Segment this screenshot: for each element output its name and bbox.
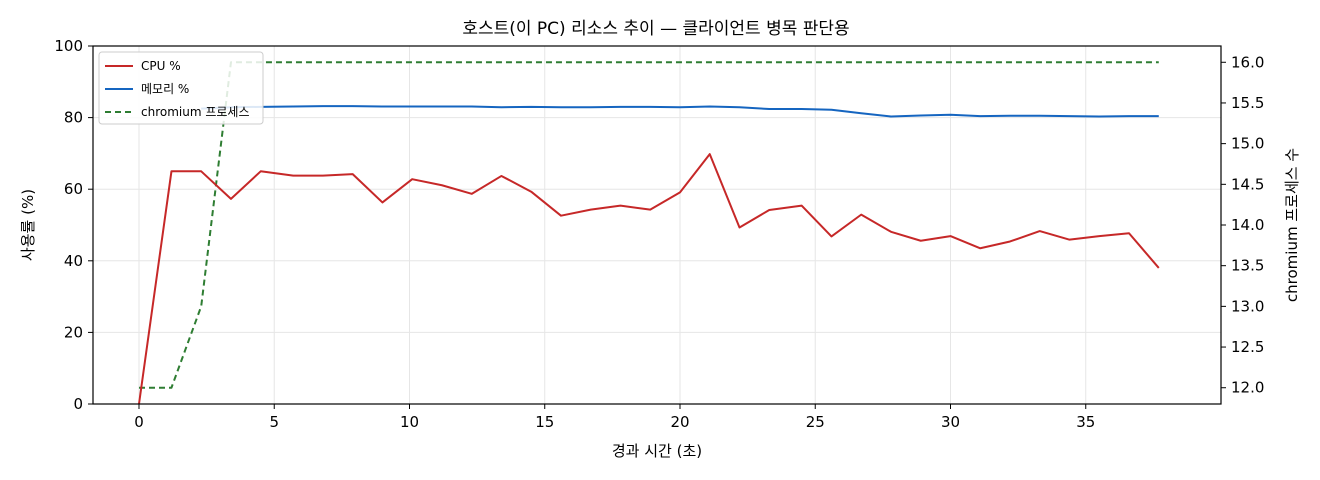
legend-label-1: 메모리 % [141, 82, 189, 96]
legend: CPU % 메모리 % chromium 프로세스 [98, 51, 264, 125]
series-line-1 [201, 105, 1159, 118]
y2-axis-label: chromium 프로세스 수 [1283, 148, 1301, 302]
x-tick-label: 20 [670, 413, 689, 431]
y2-tick-label: 16.0 [1231, 53, 1264, 71]
x-axis-label: 경과 시간 (초) [612, 442, 702, 460]
y2-tick-label: 15.5 [1231, 94, 1264, 112]
y2-tick-label: 15.0 [1231, 135, 1264, 153]
y-tick-label: 40 [64, 252, 83, 270]
x-tick-label: 0 [134, 413, 144, 431]
x-tick-label: 5 [269, 413, 279, 431]
legend-label-2: chromium 프로세스 [141, 105, 250, 119]
x-tick-label: 35 [1076, 413, 1095, 431]
series-line-2 [138, 61, 1159, 389]
x-tick-label: 15 [535, 413, 554, 431]
x-tick-label: 10 [400, 413, 419, 431]
legend-label-0: CPU % [141, 59, 181, 73]
x-tick-label: 25 [806, 413, 825, 431]
legend-box [98, 51, 264, 125]
y2-tick-label: 12.0 [1231, 379, 1264, 397]
y2-tick-label: 14.0 [1231, 216, 1264, 234]
y2-tick-label: 14.5 [1231, 175, 1264, 193]
y2-tick-label: 13.5 [1231, 257, 1264, 275]
y-tick-label: 20 [64, 323, 83, 341]
series-layer [137, 61, 1160, 405]
y2-axis-ticks: 12.0 12.5 13.0 13.5 14.0 14.5 15.0 15.5 16.0 [1221, 53, 1264, 397]
x-axis-ticks: 0 5 10 15 20 25 30 35 [134, 404, 1095, 431]
y-tick-label: 60 [64, 180, 83, 198]
chart-title: 호스트(이 PC) 리소스 추이 — 클라이언트 병목 판단용 [462, 19, 849, 39]
y-tick-label: 100 [54, 37, 83, 55]
y-axis-ticks: 0 20 40 60 80 100 [54, 37, 93, 413]
y-tick-label: 0 [73, 395, 83, 413]
x-tick-label: 30 [941, 413, 960, 431]
y-tick-label: 80 [64, 109, 83, 127]
series-line-0 [137, 153, 1160, 405]
y-axis-label: 사용률 (%) [19, 189, 37, 261]
y2-tick-label: 12.5 [1231, 338, 1264, 356]
y2-tick-label: 13.0 [1231, 297, 1264, 315]
